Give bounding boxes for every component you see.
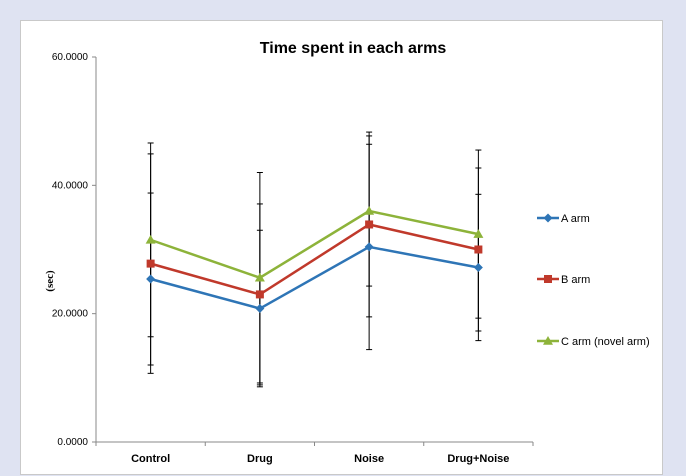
line-chart: Time spent in each arms (sec) 0.0000 20.0… — [44, 40, 650, 465]
legend-label: C arm (novel arm) — [561, 336, 650, 348]
legend-marker — [544, 275, 552, 283]
series-line — [150, 223, 479, 296]
legend-marker — [543, 213, 553, 223]
y-tick-label: 60.0000 — [52, 52, 89, 63]
data-point — [474, 245, 483, 254]
x-tick-label: Drug — [247, 453, 273, 465]
y-tick-label: 20.0000 — [52, 309, 89, 320]
data-point — [146, 259, 155, 268]
data-point — [365, 220, 374, 229]
chart-frame: Time spent in each arms (sec) 0.0000 20.0… — [20, 20, 663, 475]
data-point — [364, 206, 375, 215]
axis-ticks: 0.0000 20.0000 40.0000 60.0000 Control Drug No… — [52, 52, 534, 465]
series-line — [150, 209, 479, 280]
legend-label: A arm — [561, 213, 590, 225]
data-point — [255, 290, 264, 299]
y-tick-label: 0.0000 — [57, 437, 88, 448]
y-axis-label: (sec) — [44, 270, 56, 292]
data-point — [145, 234, 156, 244]
data-point — [364, 242, 374, 252]
data-point — [146, 274, 156, 284]
series-line — [150, 245, 479, 310]
legend-label: B arm — [561, 274, 590, 286]
x-tick-label: Drug+Noise — [447, 453, 509, 465]
x-tick-label: Noise — [354, 453, 384, 465]
x-tick-label: Control — [131, 453, 170, 465]
data-point — [473, 262, 483, 272]
legend-marker — [543, 336, 553, 345]
legend: A arm B arm C arm (novel arm) — [537, 213, 650, 348]
chart-title: Time spent in each arms — [260, 40, 447, 57]
y-tick-label: 40.0000 — [52, 180, 89, 191]
data-point — [254, 272, 265, 282]
data-point — [255, 304, 265, 314]
data-point — [473, 229, 484, 238]
series-lines — [150, 209, 479, 310]
series-markers — [145, 206, 484, 314]
